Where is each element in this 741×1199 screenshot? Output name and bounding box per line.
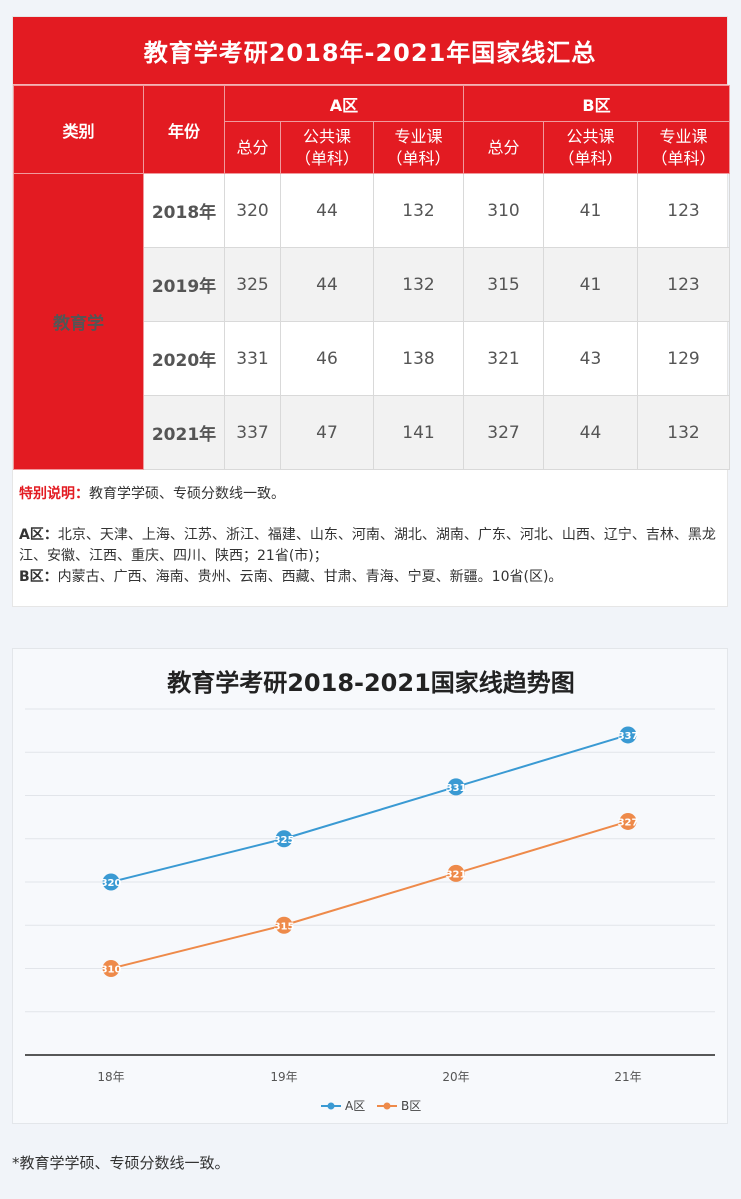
header-a-major-l2: （单科）: [386, 148, 451, 168]
zone-a-label: A区：: [19, 527, 58, 543]
b-public-cell: 43: [543, 321, 638, 396]
header-a-major: 专业课 （单科）: [373, 121, 464, 174]
data-label: 337: [618, 731, 639, 742]
b-public-cell: 44: [543, 395, 638, 470]
x-tick-label: 21年: [614, 1070, 641, 1084]
b-public-cell: 41: [543, 247, 638, 322]
a-public-cell: 47: [280, 395, 374, 470]
legend-label: A区: [345, 1099, 365, 1113]
series-line-b: [110, 820, 629, 970]
zone-a-note: A区：北京、天津、上海、江苏、浙江、福建、山东、河南、湖北、湖南、广东、河北、山…: [19, 525, 721, 567]
header-a-public-l1: 公共课: [302, 126, 351, 146]
header-a-total: 总分: [224, 121, 281, 174]
table-row: 教育学 2018年 320 44 132 310 41 123: [13, 173, 730, 470]
legend-label: B区: [401, 1099, 421, 1113]
a-public-cell: 44: [280, 247, 374, 322]
data-label: 310: [101, 965, 122, 976]
data-label: 331: [446, 783, 467, 794]
b-total-cell: 315: [463, 247, 544, 322]
data-point: [447, 864, 465, 882]
data-point: [102, 960, 120, 977]
chart-grid: [25, 708, 715, 1013]
data-point: [619, 726, 637, 744]
b-total-cell: 310: [463, 173, 544, 248]
a-total-cell: 325: [224, 247, 281, 322]
header-b-total: 总分: [463, 121, 544, 174]
data-point: [102, 873, 120, 891]
year-cell: 2018年: [143, 173, 225, 248]
b-major-cell: 123: [637, 247, 730, 322]
header-b-major: 专业课 （单科）: [637, 121, 730, 174]
zone-b-label: B区：: [19, 569, 58, 585]
year-cell: 2021年: [143, 395, 225, 470]
data-label: 321: [446, 869, 467, 880]
b-public-cell: 41: [543, 173, 638, 248]
table-row: 2019年 325 44 132 315 41 123: [14, 247, 730, 322]
category-cell: 教育学: [13, 173, 144, 470]
header-a-public-l2: （单科）: [294, 148, 359, 168]
a-total-cell: 331: [224, 321, 281, 396]
a-public-cell: 46: [280, 321, 374, 396]
x-tick-label: 18年: [97, 1070, 124, 1084]
a-total-cell: 337: [224, 395, 281, 470]
zone-b-text: 内蒙古、广西、海南、贵州、云南、西藏、甘肃、青海、宁夏、新疆。10省(区)。: [57, 569, 563, 585]
data-label: 325: [274, 835, 295, 846]
data-point: [275, 916, 293, 934]
score-table: 类别 年份 A区 B区 总分 公共课 （单科） 专业课 （单科） 总分 公共课 （单科…: [13, 85, 730, 470]
series-line-a: [110, 733, 629, 883]
data-label: 320: [101, 878, 122, 889]
a-major-cell: 138: [373, 321, 464, 396]
a-major-cell: 132: [373, 173, 464, 248]
header-b-public-l1: 公共课: [566, 126, 615, 146]
table-row: 2021年 337 47 141 327 44 132: [14, 395, 730, 470]
b-major-cell: 129: [637, 321, 730, 396]
score-table-card: 教育学考研2018年-2021年国家线汇总 类别 年份 A区 B区 总分 公共课…: [12, 16, 730, 607]
data-point: [619, 812, 637, 830]
special-note: 特别说明：教育学学硕、专硕分数线一致。: [19, 484, 721, 505]
year-cell: 2020年: [143, 321, 225, 396]
year-cell: 2019年: [143, 247, 225, 322]
chart-legend: A区 B区: [321, 1099, 421, 1113]
chart-series: 320 325 331 337 310 315 321 327: [101, 726, 639, 977]
trend-chart-card: 教育学考研2018-2021国家线趋势图 18年 19年 20年 21年 320 325…: [12, 648, 728, 1124]
header-b-public-l2: （单科）: [558, 148, 623, 168]
legend-marker: [383, 1102, 391, 1110]
header-a-public: 公共课 （单科）: [280, 121, 374, 174]
special-note-label: 特别说明：: [19, 486, 89, 502]
header-a-major-l1: 专业课: [394, 126, 443, 146]
b-major-cell: 132: [637, 395, 730, 470]
header-zone-a: A区: [224, 85, 464, 122]
data-label: 327: [618, 817, 639, 828]
x-tick-label: 20年: [442, 1070, 469, 1084]
notes-section: 特别说明：教育学学硕、专硕分数线一致。 A区：北京、天津、上海、江苏、浙江、福建…: [13, 470, 727, 606]
table-row: 2020年 331 46 138 321 43 129: [14, 321, 730, 396]
a-total-cell: 320: [224, 173, 281, 248]
footnote: *教育学学硕、专硕分数线一致。: [12, 1154, 230, 1172]
x-tick-label: 19年: [270, 1070, 297, 1084]
a-major-cell: 132: [373, 247, 464, 322]
data-point: [447, 778, 465, 796]
special-note-text: 教育学学硕、专硕分数线一致。: [89, 486, 285, 502]
table-title: 教育学考研2018年-2021年国家线汇总: [13, 17, 727, 85]
header-year: 年份: [143, 85, 225, 174]
b-major-cell: 123: [637, 173, 730, 248]
header-b-major-l1: 专业课: [659, 126, 708, 146]
zone-b-note: B区：内蒙古、广西、海南、贵州、云南、西藏、甘肃、青海、宁夏、新疆。10省(区)…: [19, 567, 721, 588]
header-b-public: 公共课 （单科）: [543, 121, 638, 174]
chart-title: 教育学考研2018-2021国家线趋势图: [167, 669, 575, 697]
b-total-cell: 321: [463, 321, 544, 396]
data-label: 315: [274, 921, 295, 932]
header-category: 类别: [13, 85, 144, 174]
zone-a-text: 北京、天津、上海、江苏、浙江、福建、山东、河南、湖北、湖南、广东、河北、山西、辽…: [19, 527, 716, 564]
a-public-cell: 44: [280, 173, 374, 248]
legend-marker: [327, 1102, 335, 1110]
trend-chart: 教育学考研2018-2021国家线趋势图 18年 19年 20年 21年 320 325…: [25, 669, 715, 1113]
header-b-major-l2: （单科）: [651, 148, 716, 168]
a-major-cell: 141: [373, 395, 464, 470]
b-total-cell: 327: [463, 395, 544, 470]
chart-axis: 18年 19年 20年 21年: [25, 1054, 715, 1084]
header-zone-b: B区: [463, 85, 730, 122]
data-point: [275, 830, 293, 848]
